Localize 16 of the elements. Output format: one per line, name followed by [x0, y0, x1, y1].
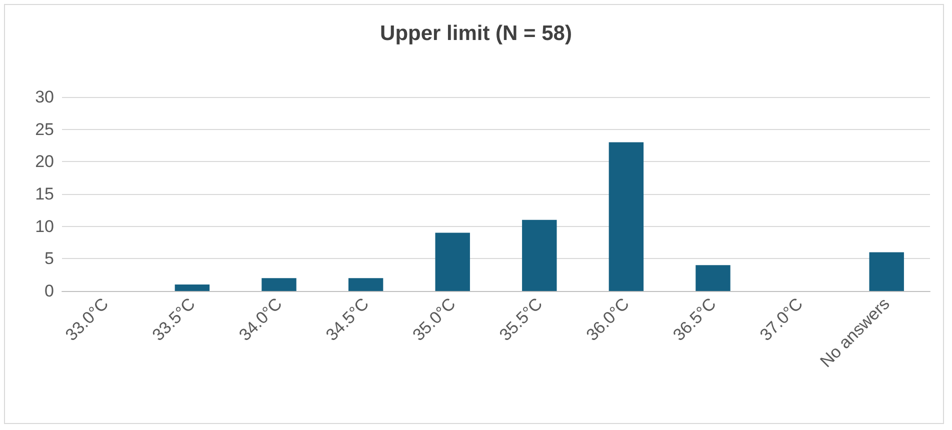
- bar: [174, 284, 210, 291]
- y-tick-label: 30: [35, 88, 54, 106]
- y-tick-label: 10: [35, 216, 54, 236]
- bar: [262, 278, 296, 291]
- y-tick-label: 5: [44, 249, 54, 268]
- bar: [522, 220, 557, 291]
- y-tick-label: 20: [35, 152, 54, 172]
- bar: [696, 265, 730, 291]
- y-tick-label: 0: [44, 282, 54, 300]
- y-tick-label: 25: [35, 120, 54, 139]
- y-tick-label: 15: [35, 184, 54, 204]
- bar: [869, 252, 904, 291]
- bar: [435, 232, 470, 291]
- chart-title: Upper limit (N = 58): [380, 22, 572, 45]
- bar: [348, 278, 384, 291]
- bar: [608, 142, 644, 291]
